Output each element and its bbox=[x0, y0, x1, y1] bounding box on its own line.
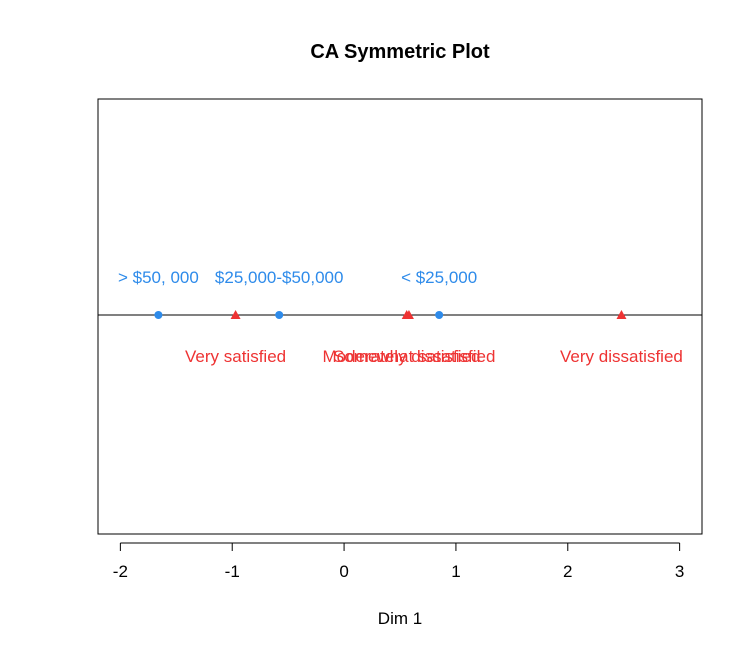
point-label: > $50, 000 bbox=[118, 268, 199, 287]
column-point bbox=[230, 310, 241, 319]
x-axis: -2 -1 0 1 2 3 bbox=[113, 542, 684, 581]
x-tick-label: 0 bbox=[339, 562, 348, 581]
row-point bbox=[154, 311, 163, 319]
x-tick-label: 2 bbox=[563, 562, 572, 581]
point-label: $25,000-$50,000 bbox=[215, 268, 344, 287]
point-labels-group: > $50, 000 $25,000-$50,000 < $25,000 Very s… bbox=[118, 268, 683, 366]
data-points-group bbox=[154, 310, 627, 319]
x-tick-label: -1 bbox=[225, 562, 240, 581]
row-point bbox=[435, 311, 444, 319]
point-label: Somewhat satisfied bbox=[333, 347, 480, 366]
x-tick-label: 3 bbox=[675, 562, 684, 581]
point-label: Moderately dissatisfied bbox=[322, 347, 495, 366]
point-label: Very dissatisfied bbox=[560, 347, 683, 366]
row-point bbox=[275, 311, 284, 319]
point-label: Very satisfied bbox=[185, 347, 286, 366]
chart-title: CA Symmetric Plot bbox=[310, 41, 490, 63]
x-axis-label: Dim 1 bbox=[378, 609, 422, 628]
column-point bbox=[403, 310, 414, 319]
column-point bbox=[616, 310, 627, 319]
plot-frame bbox=[97, 98, 703, 535]
x-tick-label: -2 bbox=[113, 562, 128, 581]
x-tick-label: 1 bbox=[451, 562, 460, 581]
point-label: < $25,000 bbox=[401, 268, 477, 287]
